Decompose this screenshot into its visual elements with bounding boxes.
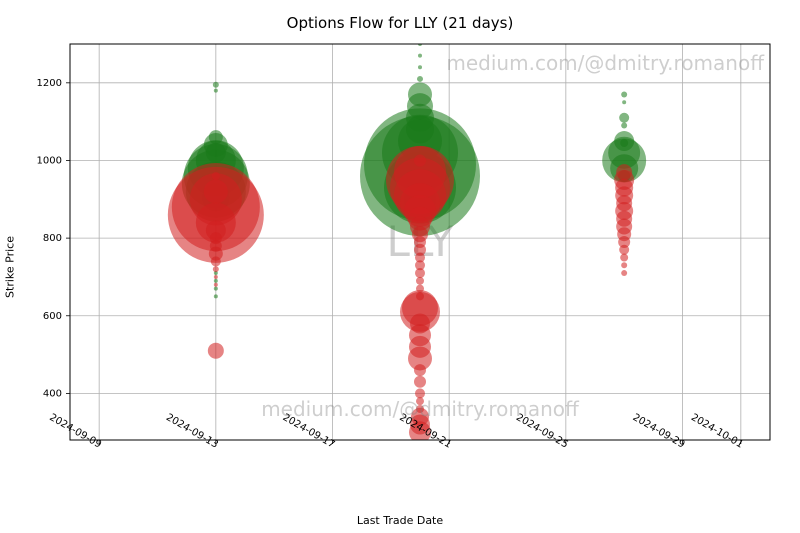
- bubble: [213, 82, 219, 88]
- bubble: [204, 180, 228, 204]
- bubble: [206, 143, 226, 163]
- bubble: [214, 89, 218, 93]
- bubble: [214, 275, 218, 279]
- bubble: [210, 240, 222, 252]
- bubble: [414, 364, 426, 376]
- bubble: [619, 245, 629, 255]
- bubble: [208, 343, 224, 359]
- bubble: [418, 54, 422, 58]
- bubble: [209, 130, 223, 144]
- bubble: [619, 113, 629, 123]
- bubble: [616, 195, 632, 211]
- bubble: [214, 279, 218, 283]
- bubble: [416, 285, 424, 293]
- bubble: [409, 336, 431, 358]
- bubble: [622, 100, 626, 104]
- bubble: [416, 292, 424, 300]
- bubble: [406, 115, 434, 143]
- bubble: [620, 254, 628, 262]
- bubble: [620, 139, 628, 147]
- bubble: [621, 262, 627, 268]
- bubble: [214, 283, 218, 287]
- y-tick-label: 800: [43, 233, 62, 244]
- y-axis-label: Strike Price: [4, 236, 17, 298]
- bubble: [621, 270, 627, 276]
- y-tick-label: 400: [43, 388, 62, 399]
- bubble: [418, 65, 422, 69]
- bubble: [621, 123, 627, 129]
- bubble: [410, 314, 430, 334]
- watermark-bottom: medium.com/@dmitry.romanoff: [261, 397, 580, 421]
- y-tick-label: 600: [43, 311, 62, 322]
- bubble: [214, 287, 218, 291]
- bubble: [212, 172, 220, 180]
- bubble: [213, 266, 219, 272]
- bubble: [616, 164, 632, 180]
- y-tick-label: 1000: [37, 155, 62, 166]
- watermark-top-right: medium.com/@dmitry.romanoff: [446, 51, 765, 75]
- bubble: [211, 256, 221, 266]
- plot-svg: LLYmedium.com/@dmitry.romanoffmedium.com…: [0, 0, 800, 533]
- chart-title: Options Flow for LLY (21 days): [0, 14, 800, 32]
- bubble: [414, 376, 426, 388]
- x-axis-label: Last Trade Date: [0, 514, 800, 527]
- bubble: [414, 154, 426, 166]
- bubble: [416, 277, 424, 285]
- bubble: [621, 91, 627, 97]
- bubble: [214, 294, 218, 298]
- bubble: [408, 82, 432, 106]
- bubble: [417, 76, 423, 82]
- chart-container: Options Flow for LLY (21 days) Strike Pr…: [0, 0, 800, 533]
- bubble: [415, 268, 425, 278]
- y-tick-label: 1200: [37, 78, 62, 89]
